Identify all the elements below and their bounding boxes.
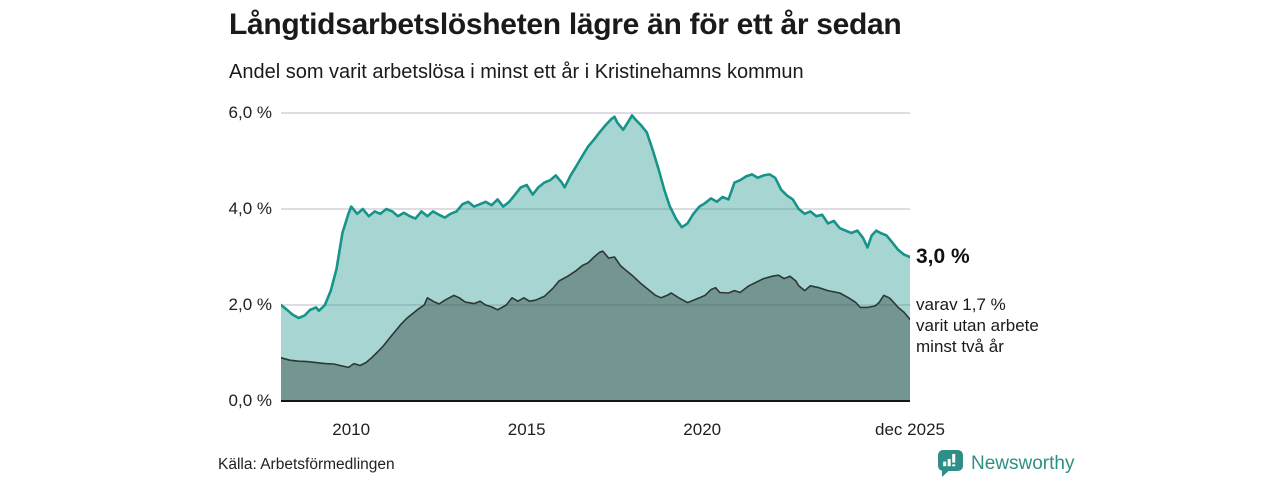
chart-title: Långtidsarbetslösheten lägre än för ett …: [229, 8, 902, 41]
x-axis-label: 2020: [683, 420, 722, 439]
source-note: Källa: Arbetsförmedlingen: [218, 456, 395, 473]
two-year-note-line: varav 1,7 %: [916, 295, 1006, 314]
newsworthy-wordmark: Newsworthy: [971, 452, 1075, 474]
line-total: [281, 114, 910, 320]
newsworthy-logo: Newsworthy: [937, 449, 1074, 478]
y-axis-label: 6,0 %: [228, 103, 272, 122]
total-end-label: 3,0 %: [916, 245, 970, 268]
area-total: [281, 115, 910, 402]
two-year-note: varav 1,7 % varit utan arbete minst två …: [916, 294, 1066, 357]
y-axis-label: 2,0 %: [228, 295, 272, 314]
x-axis-label: 2015: [507, 420, 546, 439]
area-chart-svg: [281, 112, 910, 402]
area-two-year: [281, 251, 910, 401]
y-axis-label: 0,0 %: [228, 391, 272, 410]
end-annotations: 3,0 % varav 1,7 % varit utan arbete mins…: [916, 245, 1066, 357]
newsworthy-logo-icon: [938, 450, 963, 477]
two-year-note-line: minst två år: [916, 337, 1004, 356]
x-axis-label: dec 2025: [875, 420, 945, 439]
chart-subtitle: Andel som varit arbetslösa i minst ett å…: [229, 61, 804, 83]
x-axis-label: 2010: [332, 420, 371, 439]
two-year-note-line: varit utan arbete: [916, 316, 1039, 335]
y-axis-label: 4,0 %: [228, 199, 272, 218]
line-two-year: [281, 250, 910, 369]
